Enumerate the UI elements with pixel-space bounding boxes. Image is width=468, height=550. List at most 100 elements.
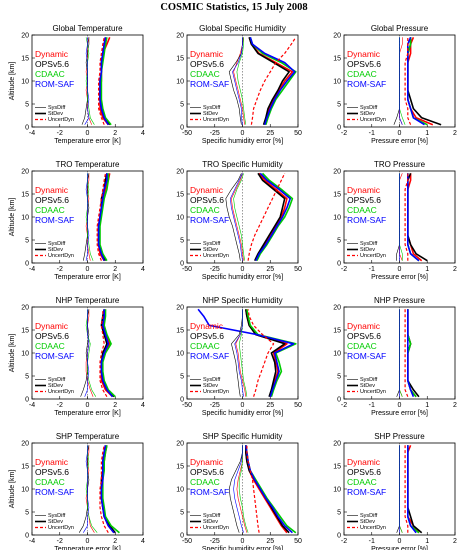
legend-style-label: UncertDyn: [48, 525, 74, 531]
legend-center: OPSv5.6: [190, 331, 224, 341]
y-axis-label: Altitude [km]: [9, 470, 16, 509]
series-cdaac-sysdiff: [236, 37, 247, 125]
y-tick-label: 20: [333, 33, 341, 40]
y-tick-label: 15: [176, 328, 184, 335]
y-tick-label: 10: [176, 351, 184, 358]
legend-center: ROM-SAF: [190, 487, 229, 497]
legend-center: OPSv5.6: [190, 467, 224, 477]
x-tick-label: -2: [57, 130, 63, 137]
y-tick-label: 20: [176, 441, 184, 448]
series-dynamic-sysdiff: [85, 37, 92, 125]
legend-center: ROM-SAF: [347, 487, 386, 497]
legend-style-label: UncertDyn: [203, 525, 229, 531]
y-tick-label: 15: [333, 56, 341, 63]
series-dynamic-uncertdyn: [99, 309, 108, 398]
series-dynamic-uncertdyn: [246, 445, 260, 533]
legend-style-label: SysDiff: [360, 105, 378, 111]
legend-center: ROM-SAF: [190, 79, 229, 89]
panel-tro-specific-humidity: TRO Specific Humidity -50 -25 0 25 50 0 5 10 15 20…: [176, 160, 302, 281]
legend-center: ROM-SAF: [190, 215, 229, 225]
legend-style-label: SysDiff: [203, 377, 221, 383]
legend-center: CDAAC: [190, 205, 220, 215]
y-tick-label: 0: [180, 397, 184, 404]
panel-nhp-temperature: NHP Temperature -4 -2 0 2 4 0 5 10 15 20 Temperatur…: [9, 296, 145, 417]
legend-center: OPSv5.6: [347, 59, 381, 69]
x-tick-label: -2: [57, 266, 63, 273]
x-tick-label: 0: [86, 266, 90, 273]
x-tick-label: -25: [210, 266, 220, 273]
panel-title: NHP Pressure: [374, 296, 426, 305]
series-rom-saf-stdev: [406, 445, 417, 534]
x-tick-label: 2: [453, 130, 457, 137]
y-tick-label: 20: [21, 33, 29, 40]
series-rom-saf-stdev: [245, 445, 293, 534]
series-dynamic-sysdiff: [399, 37, 403, 125]
x-tick-label: -50: [182, 130, 192, 137]
series-dynamic-uncertdyn: [247, 173, 286, 261]
panel-title: SHP Specific Humidity: [203, 432, 283, 441]
legend-style-label: SysDiff: [360, 377, 378, 383]
series-opsv5-6-sysdiff: [228, 445, 243, 533]
series-dynamic-uncertdyn: [97, 37, 105, 125]
x-tick-label: 2: [453, 266, 457, 273]
x-tick-label: 1: [425, 402, 429, 409]
series-cdaac-stdev: [256, 172, 294, 262]
x-tick-label: 4: [141, 130, 145, 137]
legend-style-label: StDev: [48, 383, 63, 389]
legend-style-label: StDev: [360, 247, 375, 253]
x-tick-label: 1: [425, 538, 429, 545]
x-tick-label: 50: [294, 538, 302, 545]
x-tick-label: -2: [341, 402, 347, 409]
legend-center: Dynamic: [35, 321, 69, 331]
y-tick-label: 20: [333, 169, 341, 176]
legend-center: Dynamic: [190, 457, 224, 467]
y-tick-label: 5: [25, 238, 29, 245]
y-tick-label: 0: [337, 125, 341, 132]
x-tick-label: 0: [398, 538, 402, 545]
legend-center: ROM-SAF: [35, 487, 74, 497]
y-tick-label: 20: [333, 441, 341, 448]
y-tick-label: 15: [176, 192, 184, 199]
x-axis-label: Specific humidity error [%]: [202, 410, 283, 417]
y-tick-label: 5: [25, 102, 29, 109]
panel-global-temperature: Global Temperature -4 -2 0 2 4 0 5 10 15 20 Tempera…: [9, 24, 145, 145]
legend-style-label: UncertDyn: [48, 117, 74, 123]
y-tick-label: 5: [337, 510, 341, 517]
panel-tro-temperature: TRO Temperature -4 -2 0 2 4 0 5 10 15 20 Temperatur…: [9, 160, 145, 281]
x-tick-label: 2: [113, 266, 117, 273]
x-tick-label: -2: [341, 266, 347, 273]
legend-center: OPSv5.6: [347, 331, 381, 341]
y-axis-label: Altitude [km]: [9, 334, 16, 373]
legend-style-label: UncertDyn: [48, 389, 74, 395]
y-tick-label: 10: [333, 215, 341, 222]
series-dynamic-uncertdyn: [96, 173, 107, 261]
legend-center: Dynamic: [347, 49, 381, 59]
y-tick-label: 0: [180, 533, 184, 540]
series-dynamic-uncertdyn: [247, 309, 275, 397]
x-tick-label: -25: [210, 130, 220, 137]
y-tick-label: 0: [180, 261, 184, 268]
legend-style-label: UncertDyn: [360, 253, 386, 259]
x-tick-label: -4: [29, 266, 35, 273]
panel-title: Global Specific Humidity: [199, 24, 286, 33]
legend-style-label: UncertDyn: [48, 253, 74, 259]
series-rom-saf-sysdiff: [233, 445, 244, 533]
y-tick-label: 0: [337, 397, 341, 404]
y-tick-label: 10: [21, 215, 29, 222]
x-tick-label: -4: [29, 538, 35, 545]
series-cdaac-stdev: [102, 309, 116, 398]
x-axis-label: Pressure error [%]: [371, 410, 428, 417]
panel-shp-temperature: SHP Temperature -4 -2 0 2 4 0 5 10 15 20 Temperatur…: [9, 432, 145, 550]
legend-center: Dynamic: [190, 49, 224, 59]
series-opsv5-6-sysdiff: [393, 37, 400, 125]
legend-center: ROM-SAF: [347, 215, 386, 225]
panel-title: SHP Pressure: [374, 432, 425, 441]
legend-center: OPSv5.6: [35, 59, 69, 69]
x-tick-label: 0: [398, 402, 402, 409]
series-cdaac-stdev: [99, 173, 110, 262]
panel-title: NHP Temperature: [56, 296, 120, 305]
y-tick-label: 20: [176, 33, 184, 40]
